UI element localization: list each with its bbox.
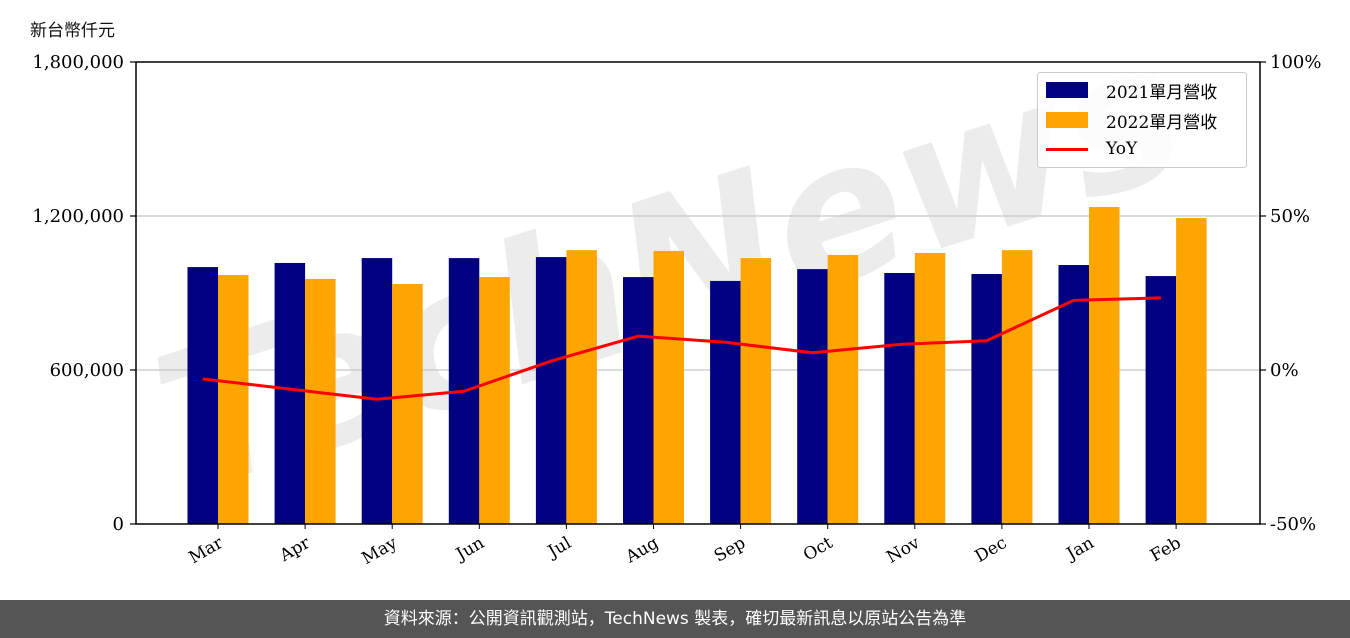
yoy-line [202, 296, 1161, 401]
x-tick-label-jan: Jan [1062, 533, 1098, 565]
bar-2022-mar [218, 275, 249, 524]
legend-label-yoy: YoY [1106, 139, 1138, 159]
y-axis-unit-label: 新台幣仟元 [30, 21, 115, 41]
plot-frame [135, 61, 1261, 525]
y-tick-label: 1,200,000 [32, 206, 124, 227]
bar-2021-feb [1145, 276, 1177, 524]
x-tick-label-oct: Oct [800, 533, 836, 566]
x-tick-label-sep: Sep [711, 533, 749, 567]
bar-2021-mar [187, 267, 218, 524]
bar-2021-dec [971, 274, 1002, 524]
legend-swatch-yoy [1046, 147, 1088, 151]
bar-2022-jul [566, 250, 597, 525]
footer-source-note: 資料來源：公開資訊觀測站，TechNews 製表，確切最新訊息以原站公告為準 [0, 600, 1350, 638]
y-tick-label: 0 [113, 514, 124, 535]
legend-swatch-2021 [1046, 82, 1088, 98]
bar-2021-nov [884, 272, 915, 524]
bar-2021-sep [710, 280, 741, 524]
bar-2022-nov [914, 252, 946, 524]
x-tick-label-apr: Apr [276, 533, 315, 567]
y-tick-label: 600,000 [50, 360, 124, 381]
x-tick-label-aug: Aug [622, 533, 663, 568]
x-tick-label-nov: Nov [883, 533, 923, 568]
y2-tick-label: -50% [1270, 514, 1316, 535]
bar-2022-may [392, 284, 423, 524]
legend-item-2022: 2022單月營收 [1046, 108, 1218, 133]
bar-2021-aug [623, 277, 654, 524]
bar-2021-may [361, 258, 393, 524]
legend-label-2021: 2021單月營收 [1106, 82, 1218, 103]
bar-2021-oct [797, 269, 828, 524]
bar-2022-apr [305, 278, 336, 524]
bar-2022-jan [1089, 207, 1120, 524]
bar-2021-jul [535, 257, 567, 524]
bar-2021-apr [274, 262, 306, 524]
bar-2022-oct [827, 255, 859, 524]
bar-2022-sep [740, 258, 772, 524]
legend-label-2022: 2022單月營收 [1106, 112, 1218, 133]
y2-tick-label: 100% [1270, 52, 1321, 73]
legend-swatch-2022 [1046, 112, 1088, 128]
bar-2022-jun [479, 277, 510, 524]
bar-2022-aug [653, 250, 684, 524]
legend: 2021單月營收 2022單月營收 YoY [1037, 72, 1247, 168]
legend-item-2021: 2021單月營收 [1046, 78, 1218, 103]
x-tick-label-jun: Jun [451, 533, 488, 566]
bar-2021-jan [1058, 265, 1089, 524]
bar-2022-dec [1001, 250, 1033, 525]
x-tick-label-feb: Feb [1147, 533, 1185, 566]
x-tick-label-mar: Mar [186, 533, 228, 569]
x-tick-label-jul: Jul [543, 533, 575, 563]
x-tick-label-may: May [359, 533, 402, 569]
legend-item-yoy: YoY [1046, 137, 1137, 161]
y2-tick-label: 0% [1270, 360, 1299, 381]
bar-2022-feb [1176, 218, 1207, 524]
y-tick-label: 1,800,000 [32, 52, 124, 73]
x-tick-label-dec: Dec [972, 533, 1011, 567]
y2-tick-label: 50% [1270, 206, 1310, 227]
